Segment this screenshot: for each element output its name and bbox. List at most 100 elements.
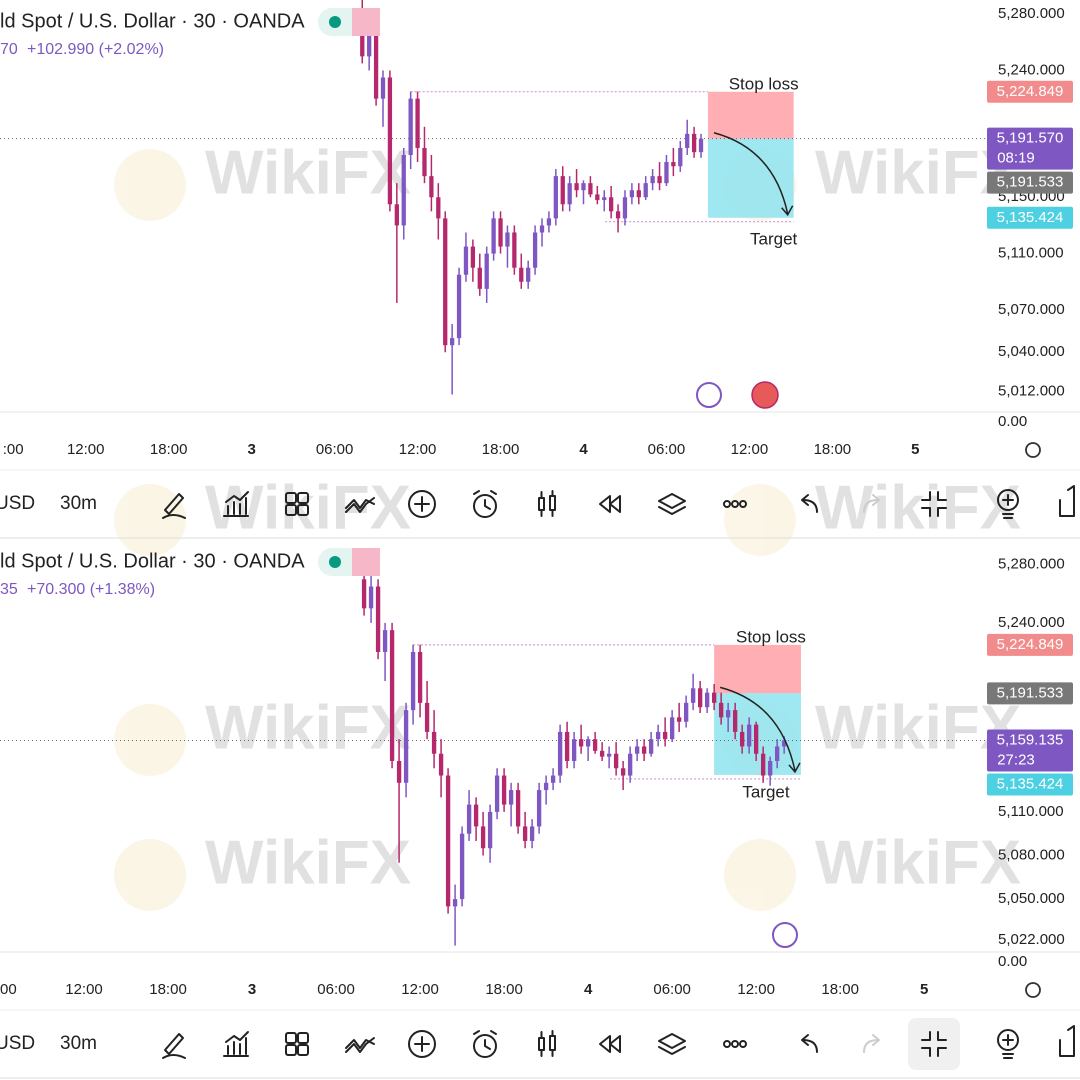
toolbar-button[interactable] xyxy=(863,1034,880,1053)
chart-panel: Stop loss Target ld Spot / U.S. Dollar · 3… xyxy=(0,0,1080,539)
toolbar-button[interactable] xyxy=(285,492,309,516)
toolbar-button[interactable] xyxy=(223,1031,249,1057)
toolbar-button[interactable] xyxy=(1059,485,1075,517)
candle-body xyxy=(501,775,507,805)
volume-label: 0.00 xyxy=(998,413,1027,430)
candle-body xyxy=(574,183,579,191)
toolbar-icon xyxy=(599,1035,621,1053)
toolbar-button[interactable] xyxy=(285,1032,309,1056)
candle-body xyxy=(522,826,528,841)
watermark-text: WikiFX xyxy=(815,138,1021,207)
candle-body xyxy=(664,162,669,184)
toolbar-button[interactable] xyxy=(658,493,686,515)
x-tick-label: 18:00 xyxy=(821,981,859,998)
candle-body xyxy=(732,710,738,732)
toolbar-button[interactable] xyxy=(345,1037,375,1053)
toolbar-button[interactable] xyxy=(801,1034,818,1053)
toolbar-button[interactable] xyxy=(408,1030,436,1058)
toolbar-symbol[interactable]: USD xyxy=(0,1033,35,1054)
x-tick-label: 18:00 xyxy=(814,441,852,458)
watermark-logo xyxy=(724,839,796,911)
candle-body xyxy=(613,753,619,769)
price-tag-label: 5,191.533 xyxy=(997,174,1064,191)
status-badge xyxy=(352,8,380,36)
status-dot xyxy=(329,16,341,28)
toolbar-button[interactable] xyxy=(599,495,621,513)
price-tag-label: 5,224.849 xyxy=(997,83,1064,100)
toolbar-button[interactable] xyxy=(723,1040,747,1048)
toolbar-button[interactable] xyxy=(1059,1025,1075,1057)
target-label: Target xyxy=(750,229,798,248)
candle-body xyxy=(424,702,430,732)
alert-icon xyxy=(772,922,798,948)
toolbar-button[interactable] xyxy=(599,1035,621,1053)
toolbar-button[interactable] xyxy=(162,493,186,519)
toolbar-interval[interactable]: 30m xyxy=(60,1033,97,1054)
watermark-logo xyxy=(114,149,186,221)
candle-body xyxy=(704,692,710,708)
toolbar-icon xyxy=(297,1044,309,1056)
y-tick-label: 5,240.000 xyxy=(998,61,1065,78)
candle-body xyxy=(595,194,600,201)
toolbar-button[interactable] xyxy=(863,494,880,513)
toolbar-button[interactable] xyxy=(921,491,947,517)
candle-body xyxy=(760,753,766,776)
candle-body xyxy=(508,790,514,805)
toolbar-button[interactable] xyxy=(658,1033,686,1055)
candle-body xyxy=(691,133,697,153)
candle-body xyxy=(526,267,531,282)
candle-body xyxy=(449,338,455,346)
price-change: +70.300 (+1.38%) xyxy=(27,581,155,598)
x-tick-label: 5 xyxy=(911,441,919,458)
candle-body xyxy=(671,162,676,167)
toolbar-button[interactable] xyxy=(408,490,436,518)
flag-icon xyxy=(751,381,779,409)
toolbar-button[interactable] xyxy=(997,1029,1019,1059)
candle-body xyxy=(581,183,586,191)
candle-body xyxy=(629,190,635,198)
candle-body xyxy=(636,190,641,198)
toolbar-interval[interactable]: 30m xyxy=(60,493,97,514)
toolbar-button[interactable] xyxy=(345,497,375,513)
candle-body xyxy=(373,35,379,99)
price-tag xyxy=(987,127,1073,170)
toolbar-icon xyxy=(1059,485,1075,517)
candle-body xyxy=(669,717,675,740)
candle-body xyxy=(588,183,593,195)
toolbar-icon xyxy=(658,493,686,515)
candle-body xyxy=(375,586,381,652)
toolbar-button[interactable] xyxy=(723,500,747,508)
candle-body xyxy=(711,692,717,703)
toolbar-button[interactable] xyxy=(223,491,249,517)
candle-body xyxy=(360,28,365,57)
alert-icon xyxy=(696,382,722,408)
toolbar-button[interactable] xyxy=(473,490,497,518)
toolbar-symbol[interactable]: USD xyxy=(0,493,35,514)
toolbar-icon xyxy=(997,489,1019,511)
toolbar-button[interactable] xyxy=(538,490,556,517)
y-tick-label: 5,080.000 xyxy=(998,846,1065,863)
toolbar-icon xyxy=(599,495,621,513)
toolbar-button[interactable] xyxy=(162,1033,186,1059)
candle-body xyxy=(662,731,668,740)
toolbar-button[interactable] xyxy=(997,489,1019,519)
toolbar-button[interactable] xyxy=(801,494,818,513)
toolbar-icon xyxy=(297,1032,309,1044)
candle-body xyxy=(417,651,423,703)
candle-body xyxy=(498,218,503,247)
toolbar-icon xyxy=(285,492,297,504)
toolbar-button[interactable] xyxy=(473,1030,497,1058)
candle-body xyxy=(403,710,409,783)
chart-panel: Stop loss Target ld Spot / U.S. Dollar · 3… xyxy=(0,548,1080,1079)
candle-body xyxy=(641,746,647,754)
toolbar-button[interactable] xyxy=(538,1030,556,1057)
candle-body xyxy=(690,688,696,703)
candle-body xyxy=(436,197,441,219)
stop-zone xyxy=(707,91,794,139)
toolbar-button[interactable] xyxy=(921,1031,947,1057)
settings-icon xyxy=(1025,442,1041,458)
candle-body xyxy=(431,731,437,754)
target-label: Target xyxy=(742,782,790,801)
